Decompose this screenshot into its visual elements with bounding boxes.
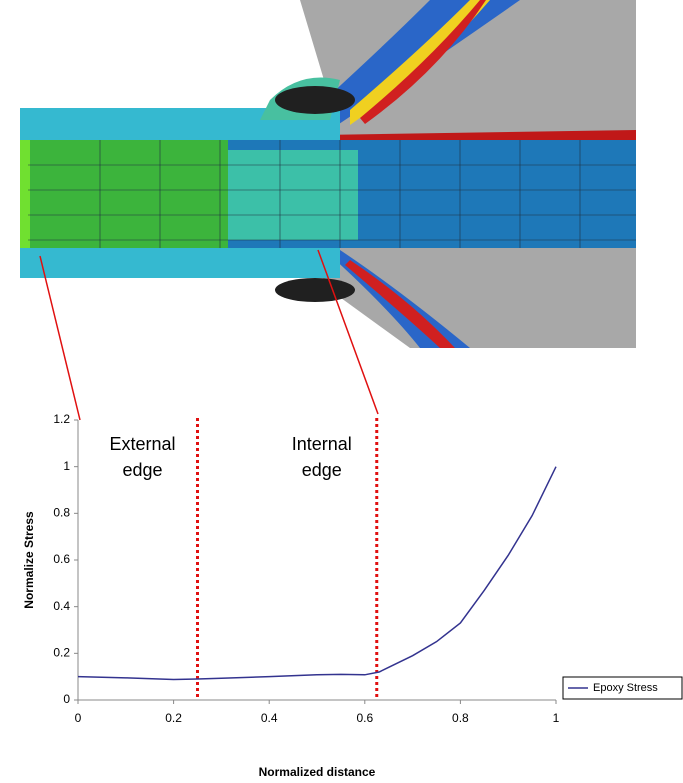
figure: 0 0.2 0.4 0.6 0.8 1 1.2 0 0.2 0.4 0.6 0.8 1 Normalize… (0, 0, 683, 783)
annotation: edge (302, 460, 342, 480)
y-tick-label: 1.2 (53, 412, 70, 426)
y-tick-label: 0.2 (53, 646, 70, 660)
x-tick-label: 0.2 (165, 711, 182, 725)
plot: 0 0.2 0.4 0.6 0.8 1 1.2 0 0.2 0.4 0.6 0.8 1 Normalize… (22, 412, 682, 779)
x-tick-label: 1 (553, 711, 560, 725)
x-tick-label: 0 (75, 711, 82, 725)
y-tick-label: 0.8 (53, 506, 70, 520)
series-line (78, 467, 556, 680)
annotation: edge (122, 460, 162, 480)
y-tick-label: 0 (63, 692, 70, 706)
legend-label: Epoxy Stress (593, 682, 658, 694)
x-tick-label: 0.8 (452, 711, 469, 725)
x-tick-label: 0.4 (261, 711, 278, 725)
x-tick-label: 0.6 (356, 711, 373, 725)
annotation: Internal (292, 434, 352, 454)
y-tick-label: 0.4 (53, 599, 70, 613)
fea-image (20, 0, 636, 420)
y-tick-label: 0.6 (53, 552, 70, 566)
x-axis-label: Normalized distance (259, 765, 376, 779)
annotation: External (109, 434, 175, 454)
y-axis-label: Normalize Stress (22, 511, 36, 609)
y-tick-label: 1 (63, 459, 70, 473)
